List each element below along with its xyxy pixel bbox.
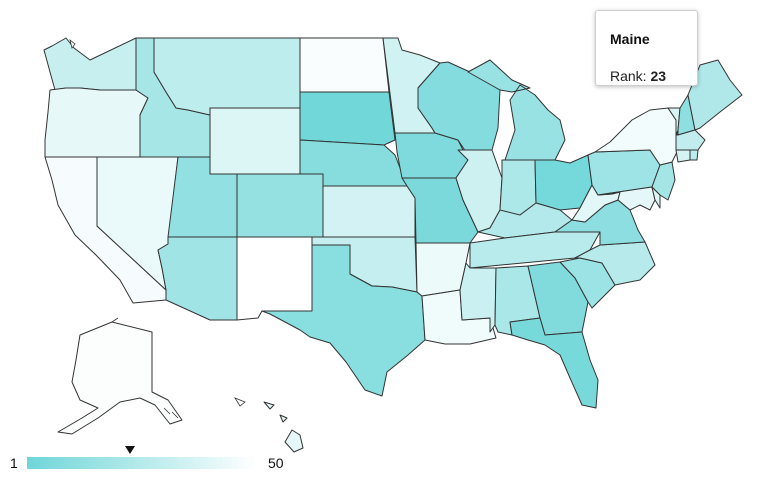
state-colorado[interactable] — [236, 173, 324, 238]
state-alaska[interactable] — [57, 321, 183, 435]
tooltip-rank-value: 23 — [650, 68, 667, 84]
state-north-dakota[interactable] — [299, 37, 390, 93]
state-hawaii[interactable] — [263, 401, 304, 453]
state-wyoming[interactable] — [209, 107, 301, 175]
legend-position-marker — [124, 446, 135, 454]
state-texas[interactable] — [261, 244, 426, 397]
state-kansas[interactable] — [322, 185, 416, 238]
legend-max-label: 50 — [268, 455, 284, 471]
state-tennessee[interactable] — [469, 231, 601, 269]
state-tooltip: Maine Rank: 23 — [595, 10, 698, 86]
state-south-dakota[interactable] — [299, 91, 396, 146]
state-montana[interactable] — [153, 37, 301, 116]
state-connecticut[interactable] — [675, 149, 691, 163]
state-michigan[interactable] — [467, 59, 566, 161]
coastal-islands — [69, 38, 246, 419]
tooltip-state-name: Maine — [610, 31, 650, 47]
state-maine[interactable] — [687, 59, 743, 131]
legend-gradient-bar — [27, 457, 256, 469]
state-washington[interactable] — [43, 37, 137, 91]
state-vermont[interactable] — [667, 107, 681, 136]
tooltip-rank: Rank: 23 — [610, 68, 666, 84]
state-rhode-island[interactable] — [689, 149, 699, 161]
tooltip-rank-label: Rank: — [610, 68, 647, 84]
state-florida[interactable] — [509, 317, 599, 409]
legend-min-label: 1 — [10, 455, 18, 471]
state-new-mexico[interactable] — [236, 236, 313, 321]
state-arizona[interactable] — [157, 236, 238, 321]
states-layer — [43, 37, 743, 453]
state-north-carolina[interactable] — [574, 241, 656, 286]
state-oregon[interactable] — [44, 87, 149, 158]
